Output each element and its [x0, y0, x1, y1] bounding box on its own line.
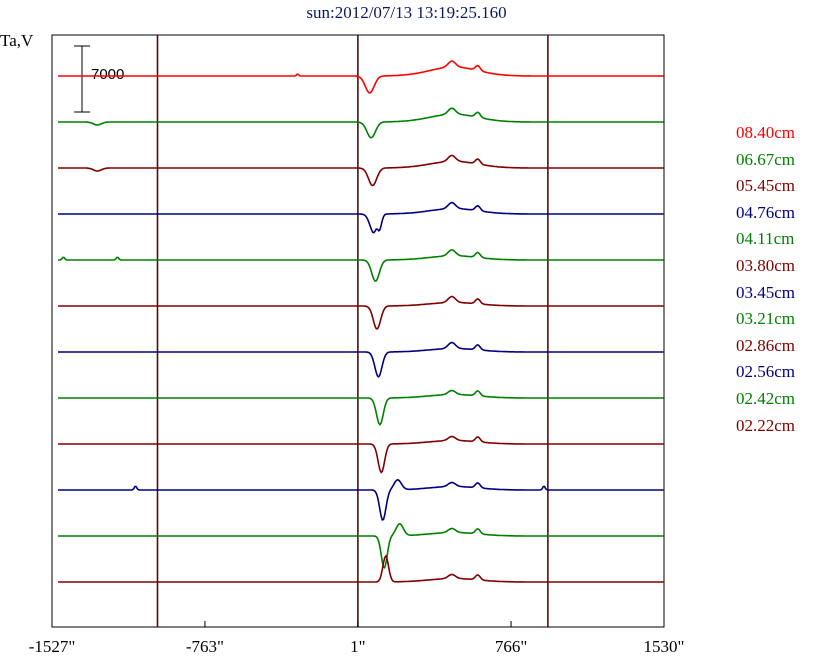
- legend-item-03.45cm: 03.45cm: [736, 282, 796, 302]
- series-line-04.11cm: [58, 248, 664, 283]
- series-line-02.42cm: [58, 523, 664, 569]
- x-tick-label-2: -763": [185, 637, 224, 656]
- legend-item-02.86cm: 02.86cm: [736, 335, 796, 355]
- legend-item-03.80cm: 03.80cm: [736, 255, 796, 275]
- x-tick-label-1: -1527": [28, 637, 76, 656]
- legend: 08.40cm 06.67cm 05.45cm 04.76cm 04.11cm 03.80…: [736, 120, 795, 439]
- series-line-08.40cm: [58, 60, 664, 94]
- series-line-03.45cm: [58, 341, 664, 378]
- x-tick-label-3: 1": [350, 637, 366, 656]
- x-tick-label-4: 766": [494, 637, 528, 656]
- legend-item-02.56cm: 02.56cm: [736, 362, 796, 382]
- series-line-02.22cm: [58, 554, 664, 583]
- series-line-02.86cm: [58, 435, 664, 474]
- legend-item-05.45cm: 05.45cm: [736, 176, 796, 196]
- legend-item-04.76cm: 04.76cm: [736, 202, 796, 222]
- series-line-04.76cm: [58, 201, 664, 234]
- legend-item-04.11cm: 04.11cm: [736, 229, 795, 249]
- y-axis-label: Ta,V: [0, 31, 34, 50]
- series-line-03.21cm: [58, 389, 664, 427]
- chart-title: sun:2012/07/13 13:19:25.160: [306, 3, 507, 22]
- scale-bar-label: 7000: [91, 66, 125, 83]
- legend-item-06.67cm: 06.67cm: [736, 149, 796, 169]
- x-tick-label-5: 1530": [643, 637, 685, 656]
- legend-item-03.21cm: 03.21cm: [736, 309, 796, 329]
- series-line-06.67cm: [58, 107, 664, 139]
- legend-item-02.42cm: 02.42cm: [736, 388, 796, 408]
- series-line-03.80cm: [58, 295, 664, 330]
- series-line-05.45cm: [58, 154, 664, 187]
- series-line-02.56cm: [58, 478, 664, 521]
- legend-item-02.22cm: 02.22cm: [736, 415, 796, 435]
- legend-item-08.40cm: 08.40cm: [736, 123, 796, 142]
